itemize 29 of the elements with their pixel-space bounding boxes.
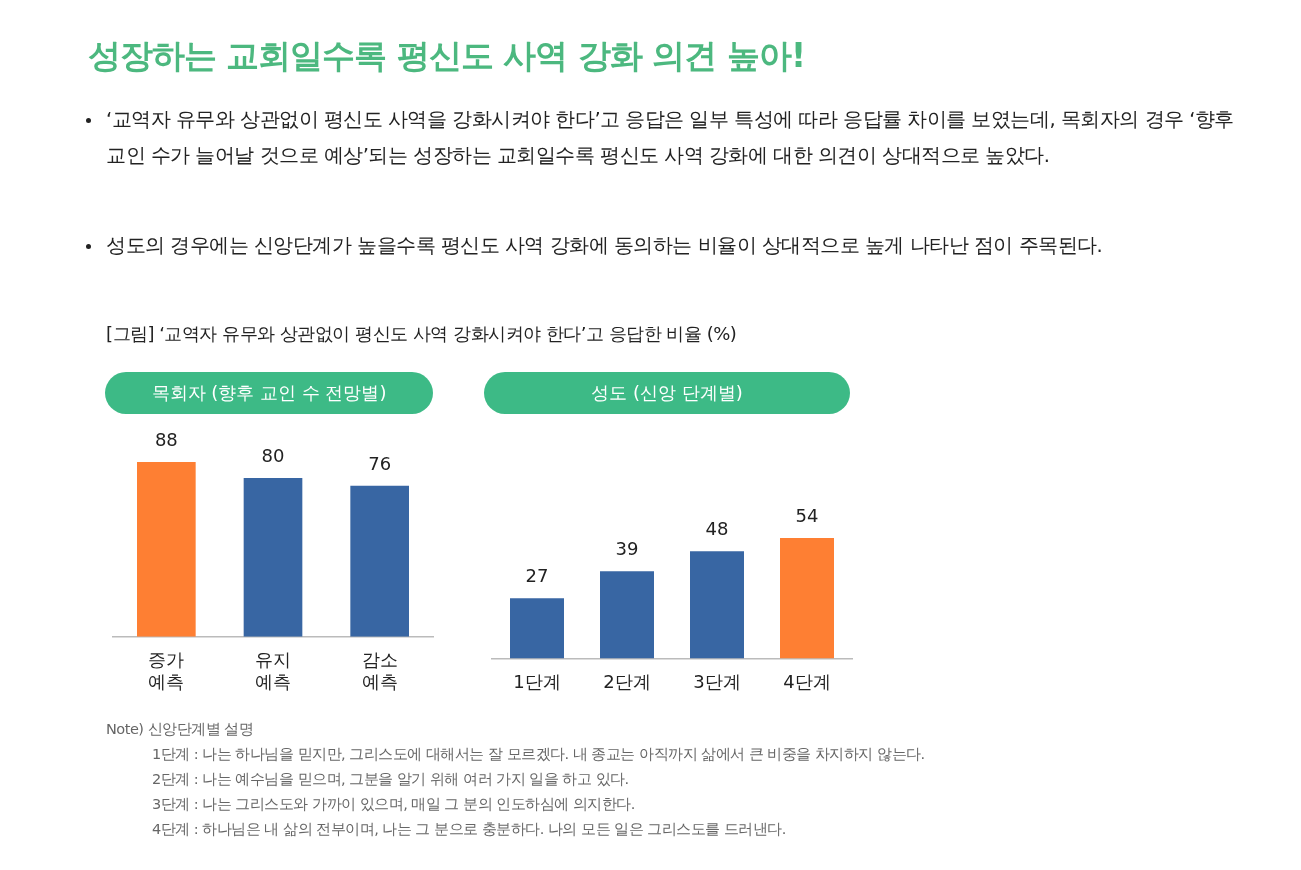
- data-label: 76: [368, 452, 392, 474]
- text: 1단계 : 나는 하나님을 믿지만, 그리스도에 대해서는 잘 모르겠다. 내 종교는 아직까지 삶에서 큰 비중을 차지하지 않는다.: [151, 745, 926, 764]
- x-tick-label: 1단계: [513, 670, 561, 692]
- bar: [780, 537, 834, 659]
- data-label: 88: [154, 428, 178, 450]
- data-label: 39: [615, 538, 639, 560]
- chart-title: 성도 (신앙 단계별): [484, 372, 850, 414]
- text: 2단계 : 나는 예수님을 믿으며, 그분을 알기 위해 여러 가지 일을 하고 있다.: [151, 770, 630, 789]
- x-tick-label: 2단계: [603, 670, 651, 692]
- bar: [600, 571, 654, 659]
- x-tick-label: 감소 예측: [361, 649, 398, 692]
- data-label: 54: [795, 504, 819, 526]
- x-tick-label: 증가 예측: [148, 649, 185, 692]
- bar: [510, 598, 564, 659]
- data-label: 27: [525, 564, 549, 586]
- data-label: 48: [705, 517, 729, 539]
- text: [그림] ‘교역자 유무와 상관없이 평신도 사역 강화시켜야 한다’고 응답한 비율 (%): [106, 322, 737, 346]
- text: Note) 신앙단계별 설명: [106, 720, 255, 739]
- bar: [690, 551, 744, 659]
- chart-title: 목회자 (향후 교인 수 전망별): [105, 372, 433, 414]
- text: 성도의 경우에는 신앙단계가 높을수록 평신도 사역 강화에 동의하는 비율이 상대적으로 높게 나타난 점이 주목된다.: [105, 233, 1104, 259]
- x-tick-label: 유지 예측: [255, 649, 291, 692]
- text: ‘교역자 유무와 상관없이 평신도 사역을 강화시켜야 한다’고 응답은 일부 특성에 따라 응답률 차이를 보였는데, 목회자의 경우 ‘향후 교인 수가 늘어날 것으로 예상’되는 성장하는 교회일수록 평신도 사역 강화에 대한 의견이 상대적으로 높았다.: [105, 107, 1235, 169]
- x-tick-label: 3단계: [693, 670, 741, 692]
- text: 성장하는 교회일수록 평신도 사역 강화 의견 높아!: [88, 35, 805, 77]
- text: 3단계 : 나는 그리스도와 가까이 있으며, 매일 그 분의 인도하심에 의지한다.: [151, 795, 636, 814]
- data-label: 80: [261, 444, 285, 466]
- text: 4단계 : 하나님은 내 삶의 전부이며, 나는 그 분으로 충분하다. 나의 모든 일은 그리스도를 드러낸다.: [151, 820, 787, 839]
- x-tick-label: 4단계: [783, 670, 831, 692]
